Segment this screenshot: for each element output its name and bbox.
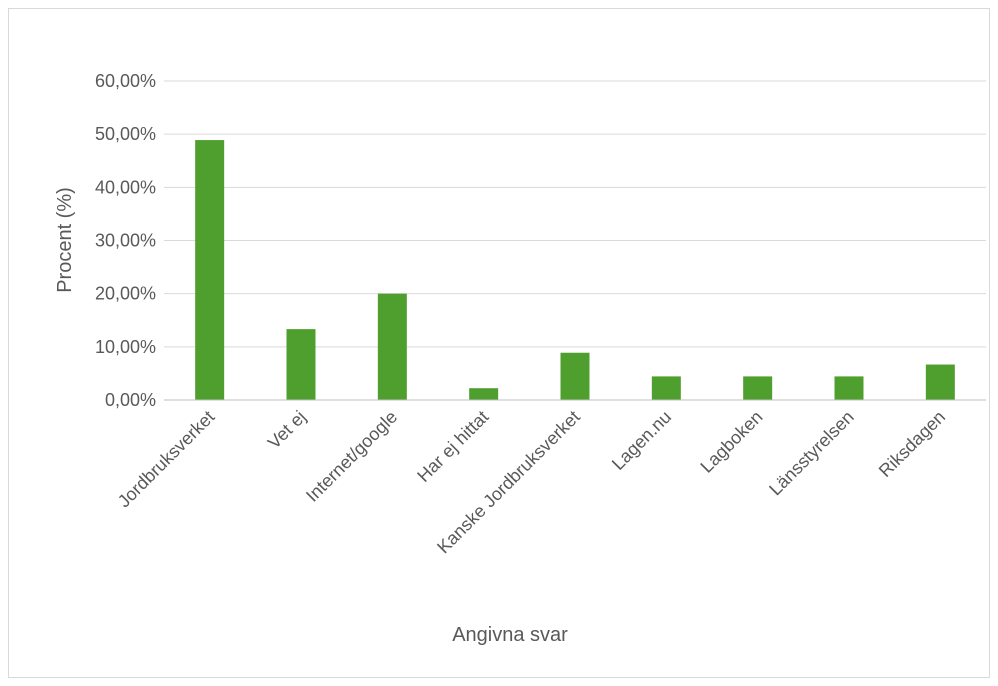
x-category-label: Har ej hittat — [413, 407, 492, 486]
x-category-label: Vet ej — [264, 407, 310, 453]
y-tick-label: 0,00% — [105, 390, 156, 410]
x-category-label: Länsstyrelsen — [765, 407, 858, 500]
bar — [286, 329, 316, 400]
bar — [743, 376, 773, 400]
y-tick-label: 30,00% — [95, 231, 156, 251]
x-category-label: Lagen.nu — [608, 407, 675, 474]
bar — [377, 293, 407, 400]
x-category-label: Lagboken — [696, 407, 766, 477]
x-category-label: Riksdagen — [875, 407, 949, 481]
bar — [925, 364, 955, 400]
bar — [469, 388, 499, 400]
x-category-label: Jordbruksverket — [114, 407, 219, 512]
y-tick-label: 20,00% — [95, 284, 156, 304]
bar — [834, 376, 864, 400]
bar — [560, 352, 590, 400]
x-axis-title: Angivna svar — [452, 624, 568, 646]
chart-frame — [8, 8, 990, 678]
bars — [195, 140, 955, 400]
bar — [651, 376, 681, 400]
axes: 0,00% 10,00% 20,00% 30,00% 40,00% 50,00% 60,00… — [95, 71, 986, 557]
x-category-label: Internet/google — [302, 407, 401, 506]
y-tick-label: 10,00% — [95, 337, 156, 357]
y-tick-label: 40,00% — [95, 177, 156, 197]
gridlines — [164, 80, 986, 348]
y-tick-label: 50,00% — [95, 124, 156, 144]
y-axis-title: Procent (%) — [54, 187, 76, 293]
y-tick-label: 60,00% — [95, 71, 156, 91]
bar — [195, 140, 225, 400]
